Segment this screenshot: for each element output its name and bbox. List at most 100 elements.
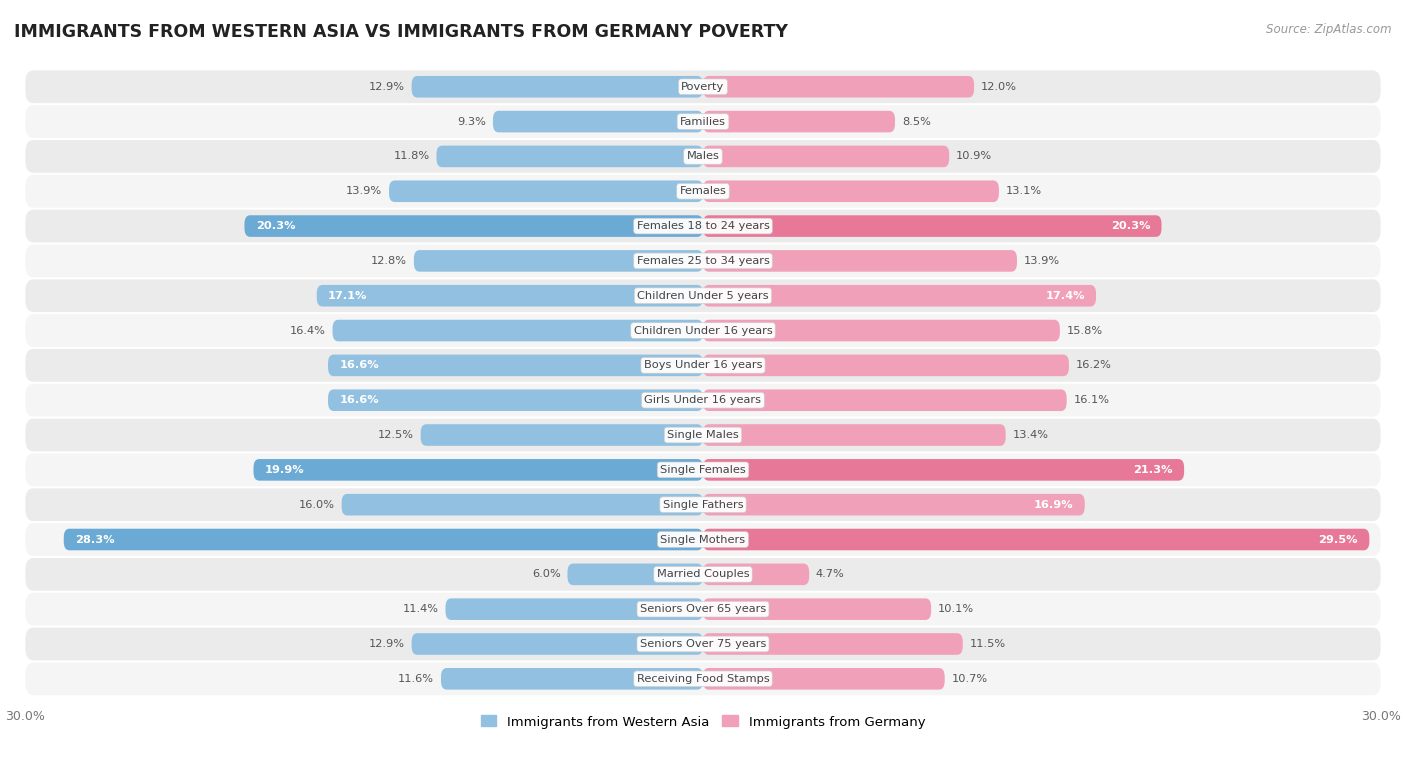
FancyBboxPatch shape xyxy=(568,563,703,585)
Text: Families: Families xyxy=(681,117,725,127)
Text: 13.9%: 13.9% xyxy=(346,186,382,196)
FancyBboxPatch shape xyxy=(703,76,974,98)
FancyBboxPatch shape xyxy=(25,384,1381,417)
FancyBboxPatch shape xyxy=(25,593,1381,625)
Legend: Immigrants from Western Asia, Immigrants from Germany: Immigrants from Western Asia, Immigrants… xyxy=(475,710,931,734)
Text: 16.0%: 16.0% xyxy=(299,500,335,509)
Text: 21.3%: 21.3% xyxy=(1133,465,1173,475)
Text: Seniors Over 75 years: Seniors Over 75 years xyxy=(640,639,766,649)
FancyBboxPatch shape xyxy=(703,633,963,655)
FancyBboxPatch shape xyxy=(253,459,703,481)
FancyBboxPatch shape xyxy=(63,529,703,550)
FancyBboxPatch shape xyxy=(436,146,703,168)
FancyBboxPatch shape xyxy=(703,215,1161,236)
Text: Children Under 16 years: Children Under 16 years xyxy=(634,325,772,336)
Text: 12.8%: 12.8% xyxy=(371,256,408,266)
Text: Females: Females xyxy=(679,186,727,196)
Text: Females 18 to 24 years: Females 18 to 24 years xyxy=(637,221,769,231)
FancyBboxPatch shape xyxy=(703,146,949,168)
FancyBboxPatch shape xyxy=(703,111,896,133)
Text: 13.1%: 13.1% xyxy=(1005,186,1042,196)
Text: Source: ZipAtlas.com: Source: ZipAtlas.com xyxy=(1267,23,1392,36)
Text: 17.1%: 17.1% xyxy=(328,291,367,301)
Text: Receiving Food Stamps: Receiving Food Stamps xyxy=(637,674,769,684)
Text: Females 25 to 34 years: Females 25 to 34 years xyxy=(637,256,769,266)
Text: Single Females: Single Females xyxy=(661,465,745,475)
FancyBboxPatch shape xyxy=(412,76,703,98)
Text: Single Males: Single Males xyxy=(666,430,740,440)
FancyBboxPatch shape xyxy=(316,285,703,306)
FancyBboxPatch shape xyxy=(333,320,703,341)
FancyBboxPatch shape xyxy=(342,494,703,515)
Text: 4.7%: 4.7% xyxy=(815,569,845,579)
Text: 20.3%: 20.3% xyxy=(1111,221,1150,231)
FancyBboxPatch shape xyxy=(703,494,1085,515)
Text: 16.1%: 16.1% xyxy=(1073,395,1109,406)
Text: Poverty: Poverty xyxy=(682,82,724,92)
FancyBboxPatch shape xyxy=(25,662,1381,695)
Text: 16.6%: 16.6% xyxy=(339,360,380,371)
Text: 28.3%: 28.3% xyxy=(75,534,115,544)
FancyBboxPatch shape xyxy=(703,250,1017,271)
FancyBboxPatch shape xyxy=(25,523,1381,556)
FancyBboxPatch shape xyxy=(25,70,1381,103)
FancyBboxPatch shape xyxy=(494,111,703,133)
Text: 6.0%: 6.0% xyxy=(531,569,561,579)
FancyBboxPatch shape xyxy=(245,215,703,236)
FancyBboxPatch shape xyxy=(25,558,1381,590)
FancyBboxPatch shape xyxy=(703,459,1184,481)
FancyBboxPatch shape xyxy=(703,563,810,585)
FancyBboxPatch shape xyxy=(25,349,1381,382)
FancyBboxPatch shape xyxy=(703,180,998,202)
FancyBboxPatch shape xyxy=(25,314,1381,347)
FancyBboxPatch shape xyxy=(703,424,1005,446)
Text: 16.6%: 16.6% xyxy=(339,395,380,406)
Text: 12.5%: 12.5% xyxy=(378,430,413,440)
Text: 10.7%: 10.7% xyxy=(952,674,987,684)
FancyBboxPatch shape xyxy=(420,424,703,446)
FancyBboxPatch shape xyxy=(25,628,1381,660)
Text: 12.9%: 12.9% xyxy=(368,82,405,92)
Text: 11.6%: 11.6% xyxy=(398,674,434,684)
Text: Single Fathers: Single Fathers xyxy=(662,500,744,509)
Text: Boys Under 16 years: Boys Under 16 years xyxy=(644,360,762,371)
FancyBboxPatch shape xyxy=(703,285,1097,306)
FancyBboxPatch shape xyxy=(441,668,703,690)
FancyBboxPatch shape xyxy=(389,180,703,202)
FancyBboxPatch shape xyxy=(703,355,1069,376)
Text: IMMIGRANTS FROM WESTERN ASIA VS IMMIGRANTS FROM GERMANY POVERTY: IMMIGRANTS FROM WESTERN ASIA VS IMMIGRAN… xyxy=(14,23,787,41)
FancyBboxPatch shape xyxy=(25,453,1381,486)
FancyBboxPatch shape xyxy=(703,529,1369,550)
Text: 17.4%: 17.4% xyxy=(1045,291,1085,301)
Text: 8.5%: 8.5% xyxy=(901,117,931,127)
Text: Married Couples: Married Couples xyxy=(657,569,749,579)
Text: Males: Males xyxy=(686,152,720,161)
FancyBboxPatch shape xyxy=(412,633,703,655)
Text: 10.1%: 10.1% xyxy=(938,604,974,614)
FancyBboxPatch shape xyxy=(25,210,1381,243)
FancyBboxPatch shape xyxy=(25,245,1381,277)
FancyBboxPatch shape xyxy=(328,390,703,411)
FancyBboxPatch shape xyxy=(25,280,1381,312)
Text: 12.0%: 12.0% xyxy=(981,82,1017,92)
FancyBboxPatch shape xyxy=(703,668,945,690)
FancyBboxPatch shape xyxy=(25,418,1381,452)
Text: Single Mothers: Single Mothers xyxy=(661,534,745,544)
FancyBboxPatch shape xyxy=(703,598,931,620)
Text: 13.9%: 13.9% xyxy=(1024,256,1060,266)
Text: Children Under 5 years: Children Under 5 years xyxy=(637,291,769,301)
Text: 9.3%: 9.3% xyxy=(457,117,486,127)
Text: 20.3%: 20.3% xyxy=(256,221,295,231)
FancyBboxPatch shape xyxy=(25,488,1381,521)
FancyBboxPatch shape xyxy=(703,390,1067,411)
Text: 11.4%: 11.4% xyxy=(402,604,439,614)
Text: 19.9%: 19.9% xyxy=(264,465,305,475)
Text: 29.5%: 29.5% xyxy=(1319,534,1358,544)
Text: 13.4%: 13.4% xyxy=(1012,430,1049,440)
Text: Seniors Over 65 years: Seniors Over 65 years xyxy=(640,604,766,614)
FancyBboxPatch shape xyxy=(413,250,703,271)
Text: 16.2%: 16.2% xyxy=(1076,360,1112,371)
Text: 11.5%: 11.5% xyxy=(970,639,1005,649)
FancyBboxPatch shape xyxy=(25,105,1381,138)
Text: 15.8%: 15.8% xyxy=(1067,325,1102,336)
